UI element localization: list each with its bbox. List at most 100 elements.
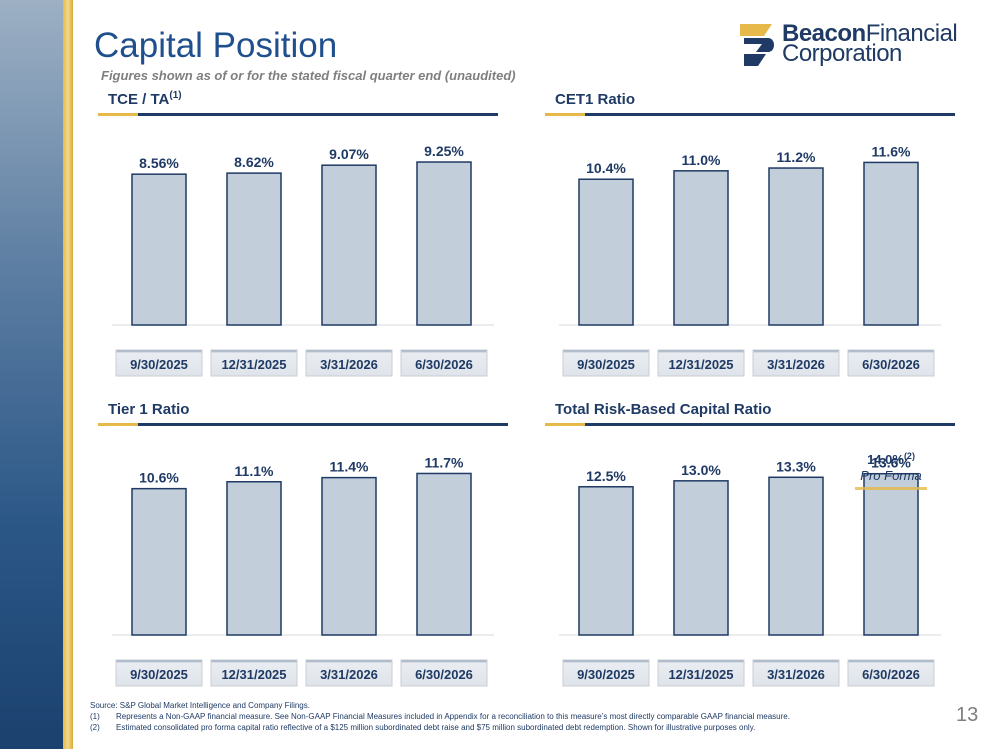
bar	[768, 167, 824, 326]
page-number: 13	[956, 704, 979, 726]
data-label: 10.6%	[139, 470, 179, 486]
category-tab	[562, 659, 650, 687]
page-title: Capital Position	[94, 26, 338, 65]
tick-label: 9/30/2025	[130, 667, 188, 682]
category-tab	[400, 349, 488, 377]
title-rule-accent	[545, 113, 585, 116]
tick-label: 3/31/2026	[767, 357, 825, 372]
chart-title: Tier 1 Ratio	[108, 401, 190, 418]
tick-label: 12/31/2025	[221, 357, 286, 372]
chart-tce-ta: 8.56% 9/30/2025 8.62% 12/31/2025 9.07% 3/31/2…	[112, 143, 494, 377]
category-tab	[562, 349, 650, 377]
bar	[416, 161, 472, 326]
category-tab	[752, 349, 840, 377]
logo-line-2: Corporation	[782, 40, 902, 67]
chart-panel-tce-ta: TCE / TA(1) 8.56% 9/30/2025 8.62% 12/31/202…	[98, 90, 510, 377]
data-label: 13.3%	[776, 458, 816, 474]
tick-label: 6/30/2026	[415, 667, 473, 682]
tick-label: 12/31/2025	[221, 667, 286, 682]
title-rule-accent	[98, 113, 138, 116]
chart-cet1: 10.4% 9/30/2025 11.0% 12/31/2025 11.2% 3/31/2…	[559, 143, 941, 377]
data-label: 9.07%	[329, 146, 369, 162]
title-rule-accent	[545, 423, 585, 426]
data-label: 11.4%	[330, 459, 369, 475]
footnote-2: (2) Estimated consolidated pro forma cap…	[90, 723, 756, 732]
page-subtitle: Figures shown as of or for the stated fi…	[101, 68, 516, 83]
chart-title: Total Risk-Based Capital Ratio	[555, 401, 772, 418]
title-rule-accent	[98, 423, 138, 426]
title-rule	[545, 423, 955, 426]
chart-panel-tier1: Tier 1 Ratio 10.6% 9/30/2025 11.1% 12/31/20…	[98, 400, 510, 687]
tick-label: 3/31/2026	[767, 667, 825, 682]
footnote-1: (1) Represents a Non-GAAP financial meas…	[90, 712, 790, 721]
data-label: 10.4%	[586, 160, 626, 176]
category-tab	[752, 659, 840, 687]
data-label: 11.6%	[872, 143, 911, 159]
chart-title: CET1 Ratio	[555, 91, 636, 108]
data-label: 13.0%	[681, 462, 721, 478]
data-label: 13.6%	[871, 455, 911, 471]
data-label: 11.2%	[777, 149, 816, 165]
data-label: 11.0%	[682, 152, 721, 168]
chart-total-rbc: 12.5% 9/30/2025 13.0% 12/31/2025 13.3% 3/31/2…	[559, 451, 941, 687]
category-tab	[657, 659, 745, 687]
footnotes: Source: S&P Global Market Intelligence a…	[90, 700, 790, 733]
data-label: 11.7%	[425, 454, 464, 470]
bar	[131, 173, 187, 326]
tick-label: 9/30/2025	[577, 667, 635, 682]
chart-tier1: 10.6% 9/30/2025 11.1% 12/31/2025 11.4% 3/31/2…	[112, 454, 494, 687]
beacon-logo-icon	[740, 24, 774, 66]
annotation-value: 14.0%(2)	[867, 451, 915, 467]
data-label: 11.1%	[235, 463, 274, 479]
chart-panel-total-rbc: Total Risk-Based Capital Ratio 12.5% 9/30…	[545, 400, 957, 687]
bar	[863, 161, 919, 326]
tick-label: 9/30/2025	[130, 357, 188, 372]
category-tab	[305, 349, 393, 377]
bar	[226, 172, 282, 326]
bar	[673, 480, 729, 636]
logo-line-1: BeaconFinancial	[782, 20, 958, 47]
bar	[131, 487, 187, 636]
footnote-source: Source: S&P Global Market Intelligence a…	[90, 701, 310, 710]
tick-label: 3/31/2026	[320, 357, 378, 372]
chart-panel-cet1: CET1 Ratio 10.4% 9/30/2025 11.0% 12/31/2025…	[545, 90, 957, 377]
tick-label: 6/30/2026	[862, 667, 920, 682]
data-label: 8.56%	[139, 155, 179, 171]
tick-label: 9/30/2025	[577, 357, 635, 372]
side-stripe	[63, 0, 73, 749]
bar	[673, 170, 729, 326]
category-tab	[115, 349, 203, 377]
company-logo: BeaconFinancial Corporation	[738, 20, 968, 70]
bar	[768, 476, 824, 636]
tick-label: 12/31/2025	[668, 667, 733, 682]
bar	[321, 476, 377, 636]
chart-title: TCE / TA(1)	[108, 90, 182, 108]
bar	[226, 481, 282, 636]
tick-label: 12/31/2025	[668, 357, 733, 372]
category-tab	[305, 659, 393, 687]
category-tab	[657, 349, 745, 377]
bar	[578, 178, 634, 326]
annotation-label: Pro Forma	[860, 468, 921, 483]
bar	[578, 486, 634, 636]
side-bar	[0, 0, 63, 749]
bar	[416, 472, 472, 636]
tick-label: 6/30/2026	[862, 357, 920, 372]
tick-label: 6/30/2026	[415, 357, 473, 372]
category-tab	[210, 349, 298, 377]
bar	[863, 472, 919, 636]
category-tab	[115, 659, 203, 687]
title-rule	[98, 113, 498, 116]
tick-label: 3/31/2026	[320, 667, 378, 682]
title-rule	[545, 113, 955, 116]
category-tab	[847, 659, 935, 687]
annotation-rule	[855, 487, 927, 490]
category-tab	[400, 659, 488, 687]
data-label: 12.5%	[586, 468, 626, 484]
bar	[321, 164, 377, 326]
title-rule	[98, 423, 508, 426]
data-label: 9.25%	[424, 143, 464, 159]
category-tab	[847, 349, 935, 377]
data-label: 8.62%	[234, 154, 274, 170]
category-tab	[210, 659, 298, 687]
